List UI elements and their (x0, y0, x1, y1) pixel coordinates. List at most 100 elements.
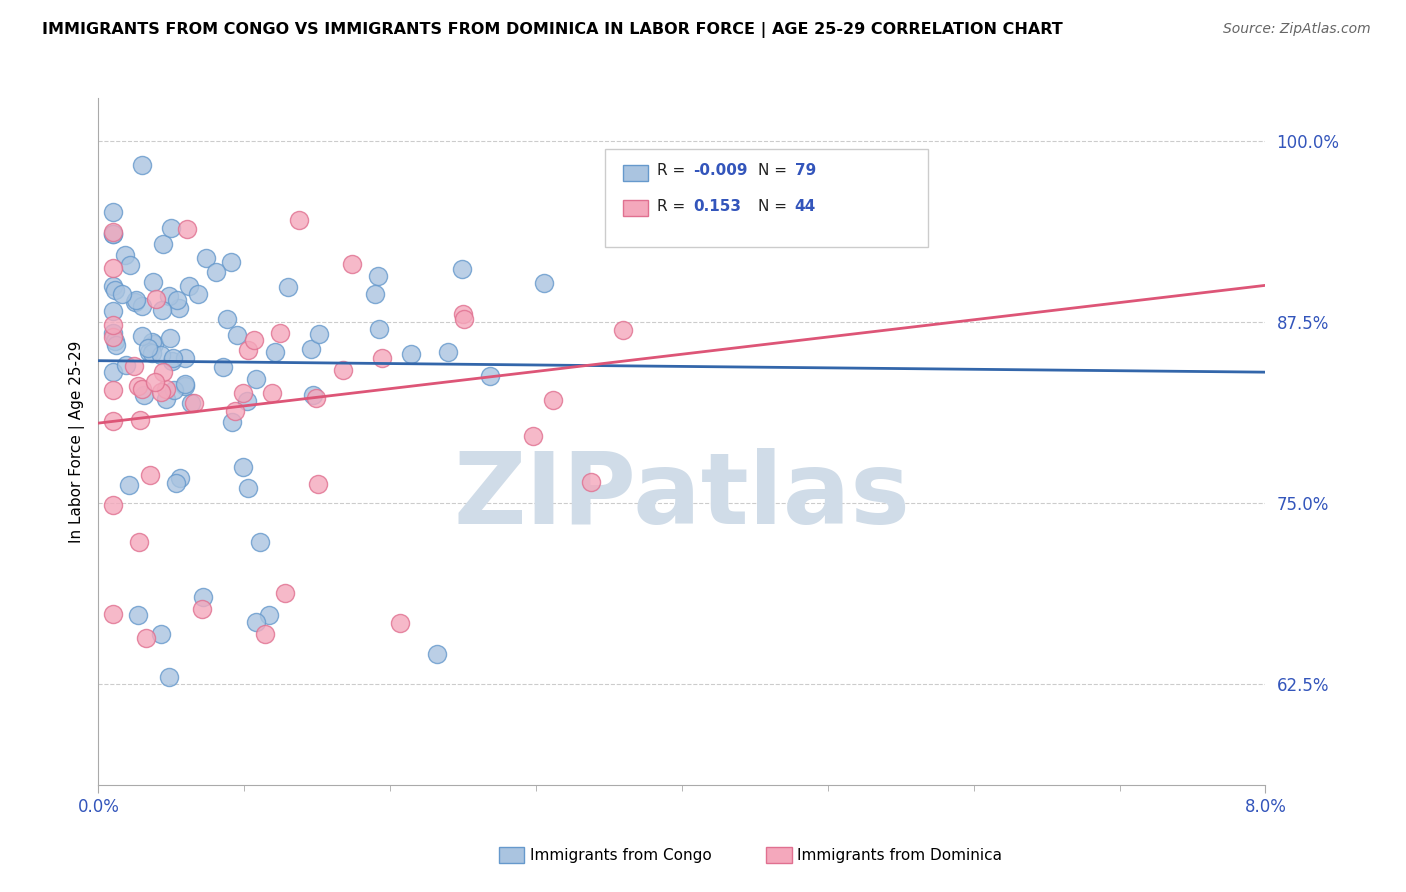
Point (101, 260, 124, 275)
Point (177, 279, 200, 293)
Point (128, 413, 150, 427)
Point (118, 478, 141, 492)
Point (104, 283, 127, 297)
Point (138, 345, 160, 359)
Point (235, 394, 257, 409)
Point (205, 265, 228, 279)
Point (191, 602, 214, 616)
Point (224, 403, 246, 417)
Point (219, 255, 242, 269)
Point (541, 393, 564, 408)
Point (612, 323, 634, 337)
Point (245, 372, 267, 386)
Point (371, 351, 394, 366)
Text: 79: 79 (794, 163, 815, 178)
Point (155, 382, 177, 396)
Point (269, 326, 291, 340)
Point (533, 276, 555, 290)
Point (101, 303, 124, 318)
Point (245, 615, 267, 629)
Point (226, 327, 249, 342)
Text: Source: ZipAtlas.com: Source: ZipAtlas.com (1223, 22, 1371, 37)
Point (101, 414, 124, 428)
Point (122, 359, 145, 373)
Point (217, 311, 239, 326)
Point (149, 385, 172, 400)
Point (249, 535, 271, 549)
Point (302, 388, 325, 402)
Point (522, 429, 544, 443)
Point (399, 347, 422, 361)
Point (364, 287, 387, 301)
Point (127, 378, 149, 392)
Point (163, 384, 186, 398)
Point (305, 392, 328, 406)
Point (131, 158, 153, 172)
Point (264, 344, 287, 359)
Point (135, 632, 157, 646)
Text: N =: N = (758, 199, 792, 214)
Text: R =: R = (657, 163, 690, 178)
Point (277, 280, 299, 294)
Point (101, 318, 124, 332)
Point (124, 294, 146, 309)
Point (426, 647, 449, 661)
Point (145, 292, 167, 306)
Text: 0.153: 0.153 (693, 199, 741, 214)
Point (579, 475, 602, 490)
Point (101, 326, 124, 340)
Point (111, 287, 134, 301)
Point (136, 341, 159, 355)
Point (160, 221, 183, 235)
Point (194, 251, 217, 265)
Text: -0.009: -0.009 (693, 163, 748, 178)
Text: Immigrants from Congo: Immigrants from Congo (530, 848, 711, 863)
Point (451, 307, 474, 321)
Point (367, 322, 389, 336)
Point (101, 498, 124, 512)
Point (183, 396, 205, 410)
Point (157, 289, 180, 303)
Point (173, 351, 195, 365)
Point (101, 607, 124, 622)
Point (174, 379, 197, 393)
Point (155, 392, 177, 406)
Point (253, 627, 276, 641)
Point (176, 221, 198, 235)
Point (478, 369, 501, 384)
Point (162, 351, 184, 365)
Point (125, 293, 148, 308)
Text: ZIPatlas: ZIPatlas (454, 448, 910, 545)
Point (367, 269, 389, 284)
Point (128, 534, 150, 549)
Point (450, 261, 472, 276)
Point (143, 337, 166, 351)
Point (340, 257, 363, 271)
Point (308, 326, 330, 341)
Point (101, 205, 124, 219)
Point (236, 343, 259, 357)
Point (131, 382, 153, 396)
Point (193, 591, 215, 605)
Point (287, 213, 309, 227)
Point (389, 615, 412, 630)
Point (243, 333, 266, 347)
Point (104, 334, 127, 348)
Point (174, 376, 197, 391)
Point (152, 365, 174, 379)
Point (212, 360, 235, 375)
Point (101, 225, 124, 239)
Point (453, 312, 475, 326)
Point (141, 346, 163, 360)
Point (141, 335, 163, 350)
Point (114, 248, 136, 262)
Text: IMMIGRANTS FROM CONGO VS IMMIGRANTS FROM DOMINICA IN LABOR FORCE | AGE 25-29 COR: IMMIGRANTS FROM CONGO VS IMMIGRANTS FROM… (42, 22, 1063, 38)
Point (127, 608, 149, 623)
Text: R =: R = (657, 199, 690, 214)
Point (142, 275, 165, 289)
Point (101, 227, 124, 241)
Point (169, 471, 191, 485)
Point (169, 301, 191, 315)
Point (180, 395, 202, 409)
Point (257, 607, 280, 622)
